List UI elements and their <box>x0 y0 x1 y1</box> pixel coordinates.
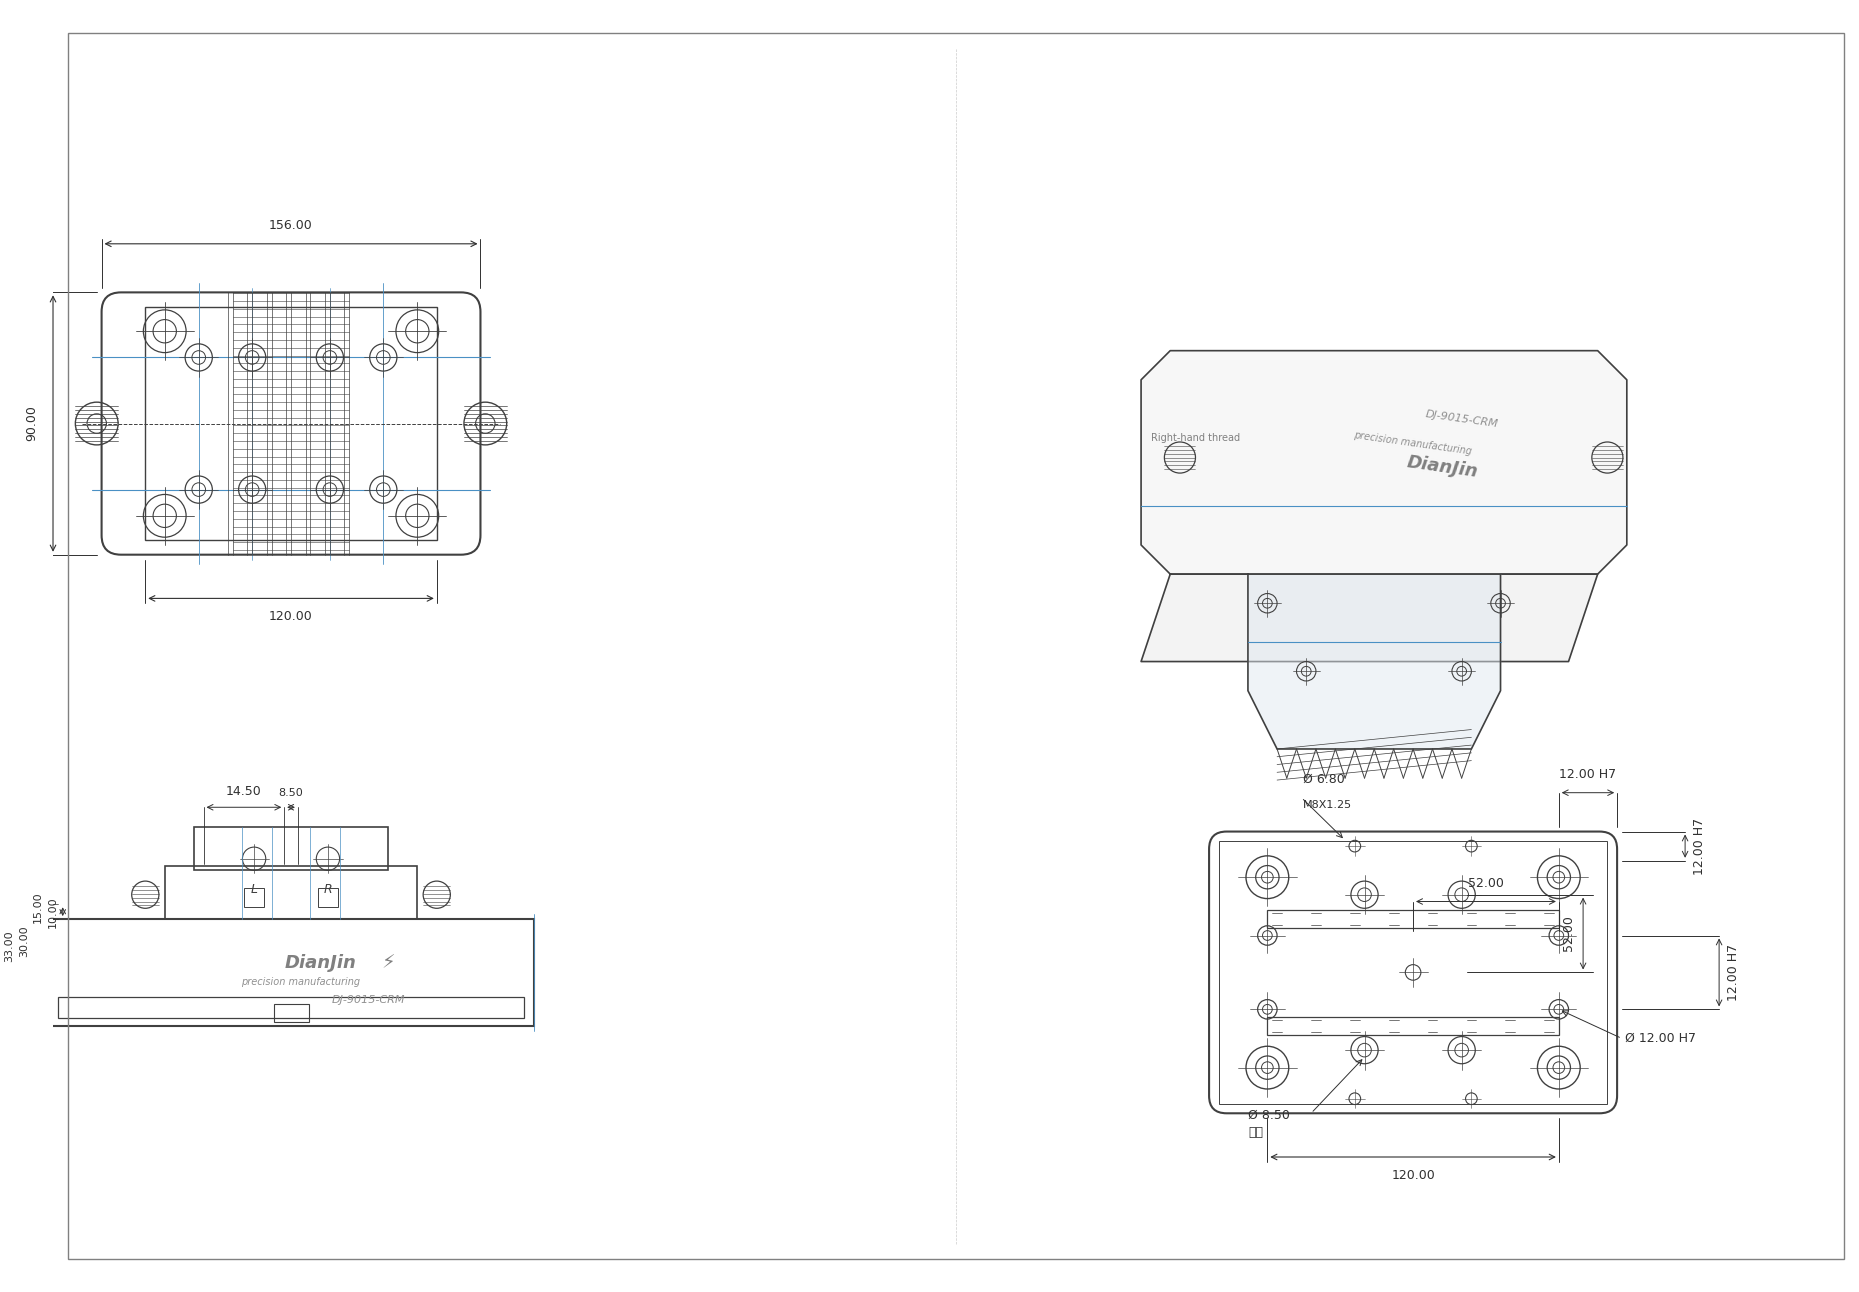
Text: 52.00: 52.00 <box>1469 877 1504 890</box>
Text: M8X1.25: M8X1.25 <box>1303 801 1353 810</box>
Bar <box>165 866 416 919</box>
Text: 120.00: 120.00 <box>270 610 312 623</box>
Text: 30.00: 30.00 <box>19 925 28 957</box>
Bar <box>1268 911 1560 928</box>
Text: 10.00: 10.00 <box>48 897 58 928</box>
Polygon shape <box>1247 574 1500 749</box>
Text: Ø 8.50: Ø 8.50 <box>1247 1109 1290 1121</box>
Text: 15.00: 15.00 <box>33 891 43 924</box>
Text: 156.00: 156.00 <box>270 220 312 233</box>
Text: precision manufacturing: precision manufacturing <box>1353 430 1472 456</box>
Text: 52.00: 52.00 <box>1562 916 1575 951</box>
Text: 12.00 H7: 12.00 H7 <box>1727 944 1740 1001</box>
Polygon shape <box>1141 350 1627 574</box>
Text: Ø 6.80: Ø 6.80 <box>1303 773 1346 786</box>
Text: 120.00: 120.00 <box>1391 1169 1435 1182</box>
Text: DianJin: DianJin <box>284 953 357 972</box>
Text: Ø 12.00 H7: Ø 12.00 H7 <box>1625 1032 1695 1045</box>
Text: 33.00: 33.00 <box>4 930 15 963</box>
Bar <box>244 888 264 907</box>
Text: L: L <box>251 884 258 897</box>
Text: DJ-9015-CRM: DJ-9015-CRM <box>1424 408 1498 429</box>
Bar <box>318 888 338 907</box>
Bar <box>1220 841 1608 1103</box>
Text: DianJin: DianJin <box>1405 453 1480 481</box>
Text: DJ-9015-CRM: DJ-9015-CRM <box>333 995 405 1005</box>
Bar <box>48 919 534 1026</box>
Bar <box>145 307 437 540</box>
Text: 12.00 H7: 12.00 H7 <box>1694 818 1707 875</box>
Text: 8.50: 8.50 <box>279 788 303 797</box>
Text: precision manufacturing: precision manufacturing <box>242 977 361 987</box>
Text: ⚡: ⚡ <box>381 953 396 972</box>
Polygon shape <box>1141 574 1597 662</box>
Text: R: R <box>323 884 333 897</box>
Text: Right-hand thread: Right-hand thread <box>1151 433 1240 443</box>
Text: 90.00: 90.00 <box>26 406 39 442</box>
Text: 通孔: 通孔 <box>1247 1127 1262 1140</box>
Text: 14.50: 14.50 <box>225 784 262 797</box>
Bar <box>273 1004 309 1022</box>
Bar <box>1268 1017 1560 1035</box>
Text: 12.00 H7: 12.00 H7 <box>1560 767 1617 782</box>
Bar <box>193 827 389 871</box>
Bar <box>58 996 524 1018</box>
